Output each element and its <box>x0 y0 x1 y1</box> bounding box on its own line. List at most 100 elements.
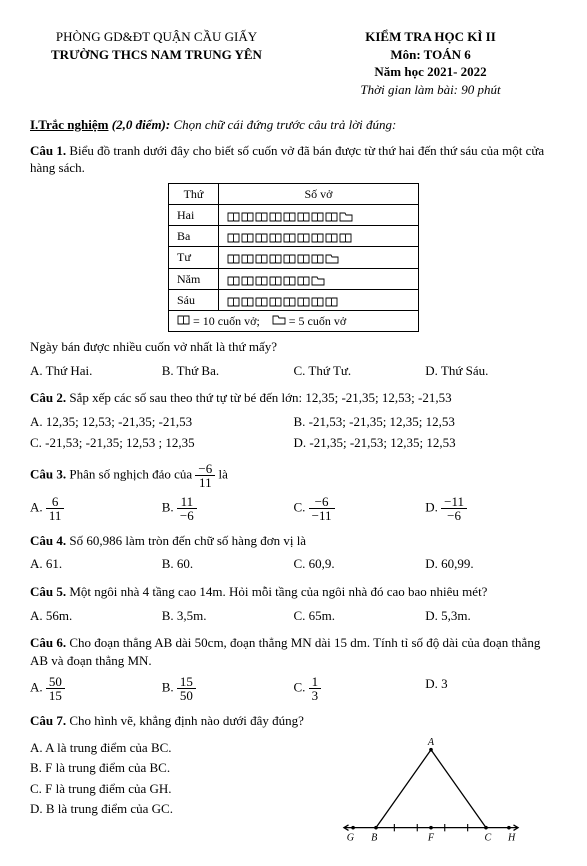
day-cell: Năm <box>169 268 219 289</box>
pt-h: H <box>507 832 516 843</box>
book-icon <box>227 274 240 284</box>
folder-icon <box>272 313 286 323</box>
book-icon <box>297 231 310 241</box>
book-icon <box>227 252 240 262</box>
count-cell <box>219 247 419 268</box>
table-header-row: Thứ Số vở <box>169 183 419 204</box>
section1-pts: (2,0 điểm): <box>112 117 170 132</box>
q2-text: Sắp xếp các số sau theo thứ tự từ bé đến… <box>69 390 451 405</box>
q6-text: Cho đoạn thẳng AB dài 50cm, đoạn thẳng M… <box>30 635 540 668</box>
legend-cell: = 10 cuốn vở; = 5 cuốn vở <box>169 310 419 331</box>
exam-title: KIỂM TRA HỌC KÌ II <box>304 28 557 46</box>
triangle-diagram: A B C G F H <box>336 736 526 846</box>
book-icon <box>297 210 310 220</box>
q4: Câu 4. Số 60,986 làm tròn đến chữ số hàn… <box>30 532 557 550</box>
q1-label: Câu 1. <box>30 143 66 158</box>
book-icon <box>241 295 254 305</box>
book-icon <box>255 231 268 241</box>
day-cell: Tư <box>169 247 219 268</box>
book-icon <box>311 295 324 305</box>
book-icon <box>311 231 324 241</box>
day-cell: Hai <box>169 205 219 226</box>
header-right: KIỂM TRA HỌC KÌ II Môn: TOÁN 6 Năm học 2… <box>304 28 557 98</box>
q2-options: A. 12,35; 12,53; -21,35; -21,53 B. -21,5… <box>30 411 557 454</box>
doc-header: PHÒNG GD&ĐT QUẬN CẦU GIẤY TRƯỜNG THCS NA… <box>30 28 557 98</box>
q3: Câu 3. Phân số nghịch đảo của −6 11 là <box>30 462 557 489</box>
q7-opt-b: B. F là trung điểm của BC. <box>30 759 304 777</box>
q6-opt: D. 3 <box>425 673 557 704</box>
q1-text: Biểu đồ tranh dưới đây cho biết số cuốn … <box>30 143 544 176</box>
q1-opt-c: C. Thứ Tư. <box>294 360 426 382</box>
section1-title: I.Trắc nghiệm (2,0 điểm): Chọn chữ cái đ… <box>30 116 557 134</box>
q5-text: Một ngôi nhà 4 tầng cao 14m. Hỏi mỗi tần… <box>69 584 487 599</box>
q1-options: A. Thứ Hai. B. Thứ Ba. C. Thứ Tư. D. Thứ… <box>30 360 557 382</box>
book-icon <box>311 252 324 262</box>
book-icon <box>241 210 254 220</box>
q1-opt-b: B. Thứ Ba. <box>162 360 294 382</box>
book-icon <box>255 295 268 305</box>
table-row: Năm <box>169 268 419 289</box>
col-count: Số vở <box>219 183 419 204</box>
school-line: TRƯỜNG THCS NAM TRUNG YÊN <box>30 46 283 64</box>
folder-icon <box>311 274 325 284</box>
legend-book-text: = 10 cuốn vở; <box>193 314 260 328</box>
q7-opt-d: D. B là trung điểm của GC. <box>30 800 304 818</box>
q2-label: Câu 2. <box>30 390 66 405</box>
legend-folder-text: = 5 cuốn vở <box>289 314 346 328</box>
header-left: PHÒNG GD&ĐT QUẬN CẦU GIẤY TRƯỜNG THCS NA… <box>30 28 283 98</box>
book-icon <box>269 295 282 305</box>
pt-c: C <box>484 832 491 843</box>
q3-opt: B. 11−6 <box>162 493 294 524</box>
time-line: Thời gian làm bài: 90 phút <box>304 81 557 99</box>
q7-label: Câu 7. <box>30 713 66 728</box>
q3-opt: D. −11−6 <box>425 493 557 524</box>
q3-options: A. 611B. 11−6C. −6−11D. −11−6 <box>30 493 557 524</box>
book-icon <box>269 231 282 241</box>
q3-frac: −6 11 <box>195 462 215 489</box>
pt-b: B <box>371 832 377 843</box>
count-cell <box>219 289 419 310</box>
q6-opt: A. 5015 <box>30 673 162 704</box>
q6-opt: C. 13 <box>294 673 426 704</box>
table-row: Tư <box>169 247 419 268</box>
q4-opt-c: C. 60,9. <box>294 553 426 575</box>
q7-text: Cho hình vẽ, khẳng định nào dưới đây đún… <box>69 713 304 728</box>
q2-opt-d: D. -21,35; -21,53; 12,35; 12,53 <box>294 432 558 454</box>
dept-line: PHÒNG GD&ĐT QUẬN CẦU GIẤY <box>30 28 283 46</box>
q5-opt-d: D. 5,3m. <box>425 605 557 627</box>
book-icon <box>283 210 296 220</box>
q5-options: A. 56m. B. 3,5m. C. 65m. D. 5,3m. <box>30 605 557 627</box>
q5-opt-c: C. 65m. <box>294 605 426 627</box>
book-icon <box>283 274 296 284</box>
table-row: Sáu <box>169 289 419 310</box>
book-icon <box>297 274 310 284</box>
folder-icon <box>339 210 353 220</box>
q1-opt-a: A. Thứ Hai. <box>30 360 162 382</box>
pt-g: G <box>346 832 354 843</box>
q3-pre: Phân số nghịch đảo của <box>69 466 192 481</box>
count-cell <box>219 226 419 247</box>
book-icon <box>283 231 296 241</box>
book-icon <box>227 295 240 305</box>
q5-label: Câu 5. <box>30 584 66 599</box>
q2: Câu 2. Sắp xếp các số sau theo thứ tự từ… <box>30 389 557 407</box>
book-icon <box>241 274 254 284</box>
book-icon <box>269 252 282 262</box>
book-icon <box>177 313 190 323</box>
q1-opt-d: D. Thứ Sáu. <box>425 360 557 382</box>
q3-post: là <box>218 466 227 481</box>
q4-opt-b: B. 60. <box>162 553 294 575</box>
book-icon <box>283 295 296 305</box>
q7-opt-c: C. F là trung điểm của GH. <box>30 780 304 798</box>
col-day: Thứ <box>169 183 219 204</box>
q3-num: −6 <box>195 462 215 476</box>
book-icon <box>227 231 240 241</box>
q4-label: Câu 4. <box>30 533 66 548</box>
q4-opt-a: A. 61. <box>30 553 162 575</box>
q4-text: Số 60,986 làm tròn đến chữ số hàng đơn v… <box>69 533 306 548</box>
book-icon <box>283 252 296 262</box>
book-icon <box>255 210 268 220</box>
q7-body: A. A là trung điểm của BC. B. F là trung… <box>30 736 557 846</box>
q3-opt: A. 611 <box>30 493 162 524</box>
folder-icon <box>325 252 339 262</box>
